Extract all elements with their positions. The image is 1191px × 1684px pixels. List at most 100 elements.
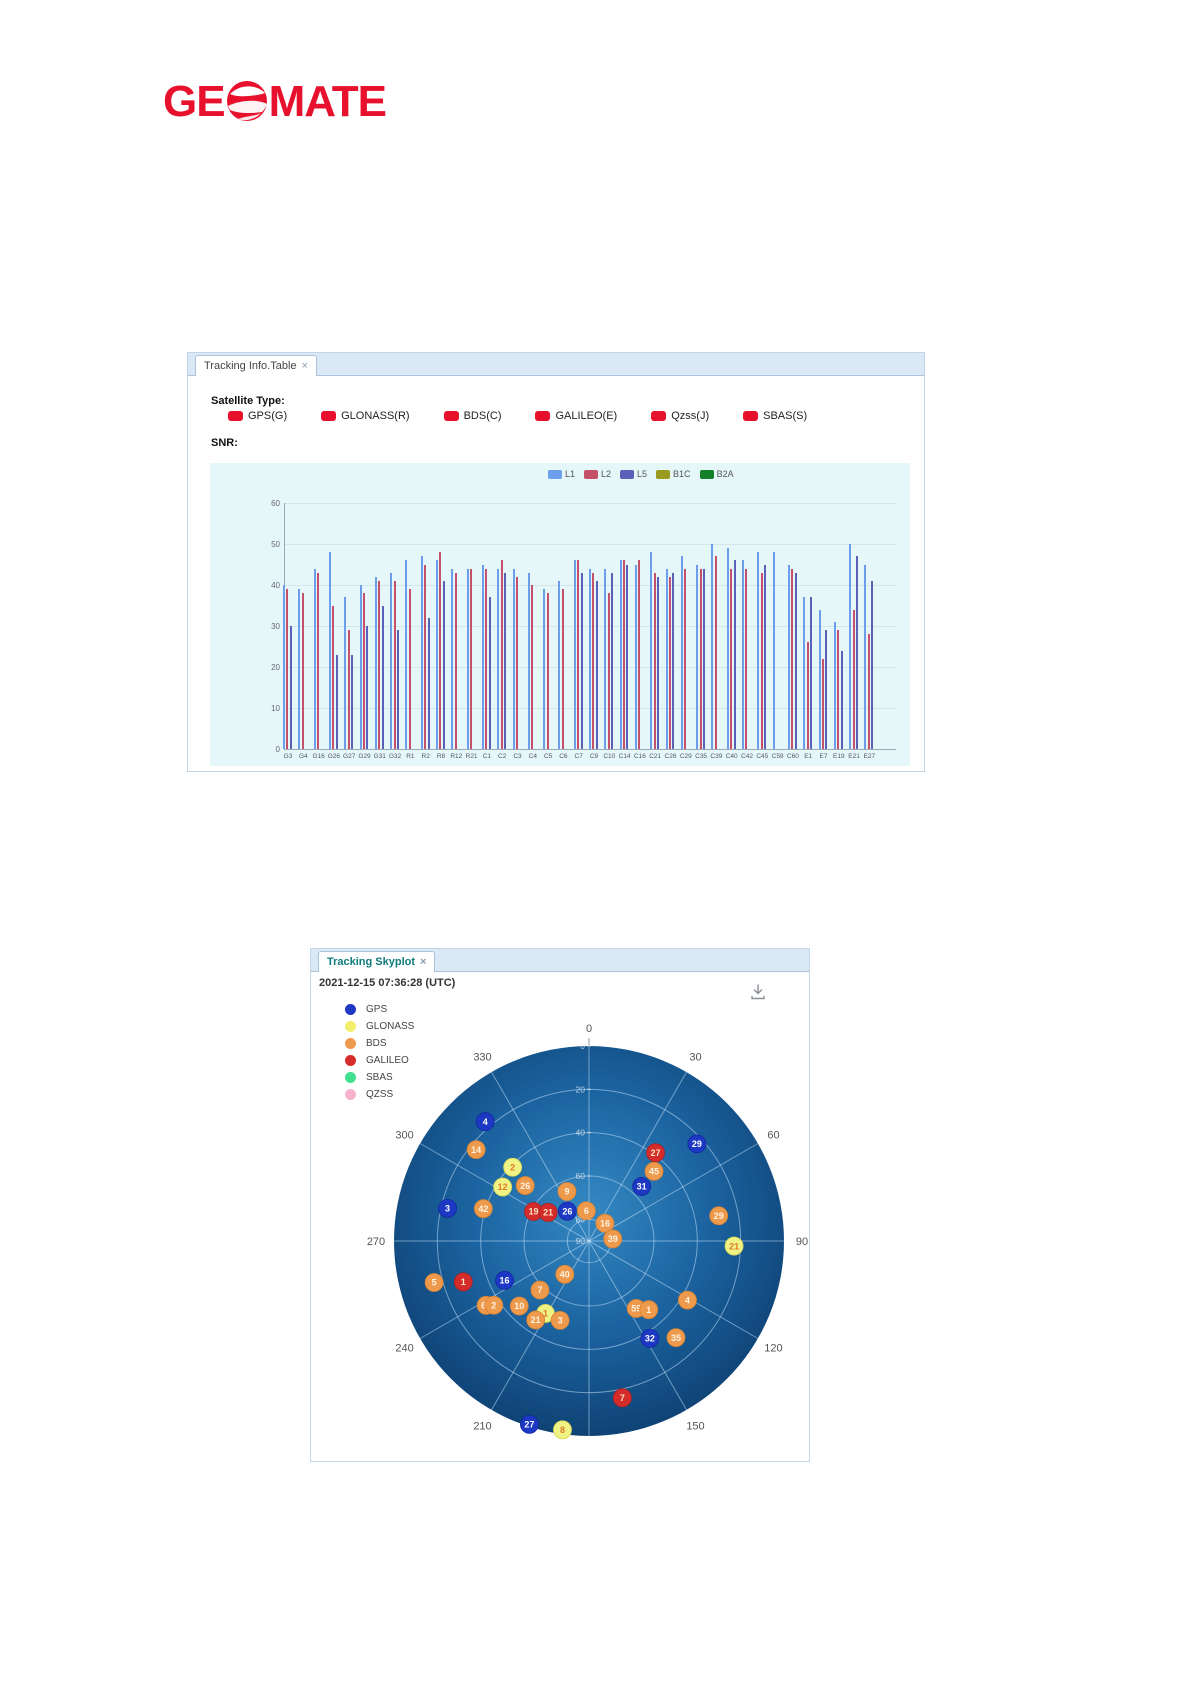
svg-text:9: 9 bbox=[564, 1187, 569, 1197]
satellite-type-label: Qzss(J) bbox=[671, 410, 710, 422]
svg-text:8: 8 bbox=[560, 1425, 565, 1435]
snr-bar bbox=[558, 580, 561, 749]
snr-bar bbox=[317, 572, 319, 749]
snr-bar bbox=[390, 572, 393, 749]
satellite-dot-gps-32: 32 bbox=[640, 1328, 660, 1348]
elevation-label: 0 bbox=[580, 1041, 585, 1051]
svg-text:26: 26 bbox=[520, 1181, 530, 1191]
snr-bar bbox=[742, 560, 744, 749]
close-icon[interactable]: × bbox=[420, 956, 427, 968]
skyplot-legend-item: GLONASS bbox=[345, 1018, 414, 1035]
snr-legend-label: L1 bbox=[565, 469, 576, 479]
satellite-dot-gps-29: 29 bbox=[687, 1134, 707, 1154]
tab-label: Tracking Skyplot bbox=[327, 956, 416, 968]
snr-bar bbox=[481, 564, 484, 749]
x-axis-tick-label: E27 bbox=[863, 753, 876, 760]
snr-bar bbox=[592, 572, 595, 749]
tab-tracking-info-table[interactable]: Tracking Info.Table × bbox=[195, 355, 317, 376]
satellite-type-swatch bbox=[651, 411, 667, 421]
snr-bar bbox=[699, 568, 702, 749]
close-icon[interactable]: × bbox=[301, 360, 308, 372]
svg-text:32: 32 bbox=[645, 1334, 655, 1344]
snr-bar bbox=[332, 605, 335, 749]
satellite-dot-bds-1: 1 bbox=[639, 1300, 659, 1320]
x-axis-tick-label: C26 bbox=[664, 753, 677, 760]
satellite-dot-bds-4: 4 bbox=[678, 1290, 697, 1310]
azimuth-label: 240 bbox=[395, 1343, 413, 1355]
elevation-label: 40 bbox=[576, 1128, 586, 1138]
satellite-dot-bds-42: 42 bbox=[473, 1199, 493, 1219]
satellite-type-swatch bbox=[443, 411, 459, 421]
skyplot-legend-item: SBAS bbox=[345, 1069, 414, 1086]
tab-tracking-skyplot[interactable]: Tracking Skyplot × bbox=[318, 951, 436, 972]
satellite-dot-bds-5: 5 bbox=[424, 1273, 444, 1292]
x-axis-tick-label: E1 bbox=[804, 753, 813, 760]
x-axis-tick-label: C9 bbox=[589, 753, 599, 760]
snr-bar bbox=[604, 568, 607, 749]
satellite-type-toggle[interactable]: GPS(G) bbox=[228, 410, 287, 422]
satellite-dot-bds-3: 3 bbox=[550, 1311, 570, 1330]
svg-text:7: 7 bbox=[537, 1285, 542, 1295]
download-icon[interactable] bbox=[749, 983, 767, 1001]
snr-bar bbox=[504, 572, 506, 749]
snr-bar bbox=[760, 572, 763, 749]
snr-legend-item[interactable]: B1C bbox=[656, 469, 691, 479]
svg-text:59: 59 bbox=[631, 1304, 641, 1314]
snr-bar bbox=[512, 568, 515, 749]
satellite-dot-bds-35: 35 bbox=[666, 1328, 686, 1348]
y-axis-tick-label: 10 bbox=[271, 704, 280, 713]
snr-bar bbox=[711, 544, 714, 749]
satellite-type-toggle[interactable]: Qzss(J) bbox=[651, 410, 709, 422]
skyplot-legend: GPS GLONASS BDS GALILEO SBAS QZSS bbox=[345, 1001, 414, 1103]
satellite-type-toggle[interactable]: GALILEO(E) bbox=[535, 410, 617, 422]
azimuth-label: 30 bbox=[689, 1052, 701, 1064]
snr-bar bbox=[454, 572, 457, 749]
legend-label: GLONASS bbox=[366, 1021, 415, 1032]
x-axis-tick-label: R1 bbox=[406, 753, 415, 760]
satellite-type-swatch bbox=[228, 411, 243, 421]
satellite-dot-bds-10: 10 bbox=[509, 1296, 529, 1316]
svg-text:3: 3 bbox=[558, 1316, 563, 1326]
skyplot-legend-item: QZSS bbox=[345, 1086, 414, 1103]
snr-legend-item[interactable]: B2A bbox=[699, 469, 734, 479]
snr-bar bbox=[289, 626, 292, 749]
azimuth-label: 60 bbox=[767, 1130, 779, 1142]
legend-dot bbox=[345, 1055, 356, 1066]
snr-legend-item[interactable]: L5 bbox=[620, 469, 647, 479]
snr-bar bbox=[442, 580, 445, 749]
x-axis-tick-label: C39 bbox=[710, 753, 723, 760]
logo-text-right: MATE bbox=[268, 77, 387, 126]
satellite-dot-galileo-21: 21 bbox=[538, 1203, 558, 1222]
svg-text:6: 6 bbox=[584, 1206, 589, 1216]
x-axis-tick-label: C16 bbox=[633, 753, 646, 760]
legend-dot bbox=[345, 1072, 356, 1083]
x-axis-tick-label: C10 bbox=[603, 753, 616, 760]
snr-bar bbox=[485, 568, 488, 749]
satellite-dot-glonass-2: 2 bbox=[503, 1157, 523, 1177]
x-axis-tick-label: C42 bbox=[741, 753, 753, 760]
skyplot-tabbar: Tracking Skyplot × bbox=[311, 949, 809, 972]
snr-legend-item[interactable]: L1 bbox=[548, 469, 575, 479]
svg-text:35: 35 bbox=[671, 1333, 681, 1343]
snr-bar bbox=[408, 589, 411, 749]
elevation-label: 60 bbox=[576, 1171, 586, 1181]
x-axis-tick-label: G32 bbox=[388, 753, 402, 760]
snr-bar bbox=[821, 658, 824, 749]
snr-bar bbox=[787, 564, 790, 749]
snr-bar bbox=[488, 597, 491, 749]
satellite-type-label: BDS(C) bbox=[463, 410, 502, 422]
snr-bar bbox=[451, 568, 454, 749]
snr-legend-item[interactable]: L2 bbox=[584, 469, 611, 479]
snr-bar bbox=[764, 564, 767, 749]
satellite-dot-bds-26: 26 bbox=[515, 1176, 535, 1195]
satellite-type-toggle[interactable]: GLONASS(R) bbox=[321, 410, 410, 422]
satellite-type-toggle[interactable]: BDS(C) bbox=[443, 410, 502, 422]
legend-label: SBAS bbox=[366, 1072, 393, 1083]
satellite-dot-bds-45: 45 bbox=[644, 1161, 664, 1181]
satellite-dot-gps-26: 26 bbox=[557, 1201, 577, 1221]
snr-bar bbox=[638, 560, 641, 749]
x-axis-tick-label: G4 bbox=[298, 753, 308, 760]
svg-text:4: 4 bbox=[685, 1295, 690, 1305]
satellite-type-toggle[interactable]: SBAS(S) bbox=[743, 410, 807, 422]
snr-bar bbox=[665, 568, 668, 749]
